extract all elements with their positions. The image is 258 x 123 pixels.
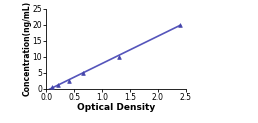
Point bbox=[55, 84, 60, 86]
Point bbox=[50, 86, 54, 88]
Point bbox=[80, 72, 85, 74]
Point bbox=[67, 80, 71, 82]
Point bbox=[178, 24, 182, 26]
Point bbox=[117, 56, 121, 58]
Y-axis label: Concentration(ng/mL): Concentration(ng/mL) bbox=[22, 1, 31, 96]
X-axis label: Optical Density: Optical Density bbox=[77, 103, 155, 112]
